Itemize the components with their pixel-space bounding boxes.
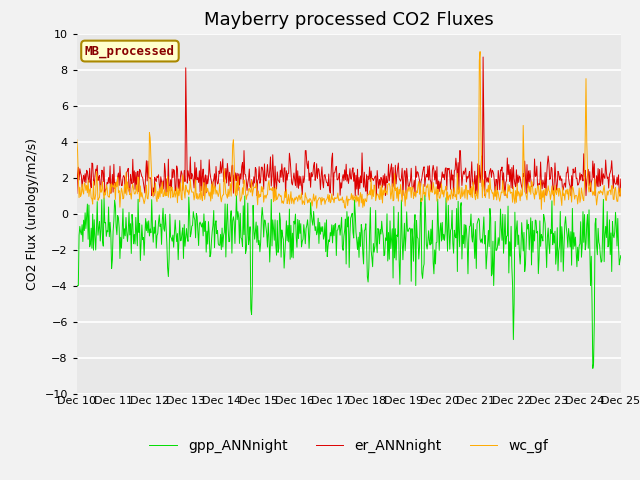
- er_ANNnight: [83, 168, 90, 173]
- gpp_ANNnight: [73, 283, 81, 288]
- er_ANNnight: [148, 192, 156, 199]
- Line: gpp_ANNnight: gpp_ANNnight: [77, 195, 621, 368]
- gpp_ANNnight: [421, 192, 429, 198]
- er_ANNnight: [139, 174, 147, 180]
- wc_gf: [139, 194, 147, 200]
- Legend: gpp_ANNnight, er_ANNnight, wc_gf: gpp_ANNnight, er_ANNnight, wc_gf: [144, 433, 554, 459]
- gpp_ANNnight: [589, 365, 596, 371]
- er_ANNnight: [431, 168, 439, 174]
- gpp_ANNnight: [194, 228, 202, 233]
- Line: er_ANNnight: er_ANNnight: [77, 57, 621, 196]
- wc_gf: [73, 137, 81, 143]
- er_ANNnight: [479, 54, 487, 60]
- er_ANNnight: [416, 178, 424, 183]
- Title: Mayberry processed CO2 Fluxes: Mayberry processed CO2 Fluxes: [204, 11, 493, 29]
- gpp_ANNnight: [415, 256, 422, 262]
- wc_gf: [617, 186, 625, 192]
- gpp_ANNnight: [431, 261, 439, 267]
- er_ANNnight: [617, 176, 625, 182]
- gpp_ANNnight: [223, 220, 230, 226]
- wc_gf: [83, 182, 90, 188]
- gpp_ANNnight: [617, 252, 625, 258]
- er_ANNnight: [73, 191, 81, 196]
- Line: wc_gf: wc_gf: [77, 51, 621, 209]
- gpp_ANNnight: [139, 237, 147, 242]
- gpp_ANNnight: [83, 214, 90, 220]
- er_ANNnight: [195, 180, 202, 185]
- wc_gf: [194, 196, 202, 202]
- Y-axis label: CO2 Flux (urology/m2/s): CO2 Flux (urology/m2/s): [26, 138, 39, 289]
- er_ANNnight: [223, 160, 231, 166]
- wc_gf: [223, 192, 230, 198]
- Text: MB_processed: MB_processed: [85, 44, 175, 58]
- wc_gf: [476, 48, 484, 54]
- wc_gf: [538, 206, 545, 212]
- wc_gf: [415, 179, 422, 184]
- wc_gf: [431, 192, 438, 197]
